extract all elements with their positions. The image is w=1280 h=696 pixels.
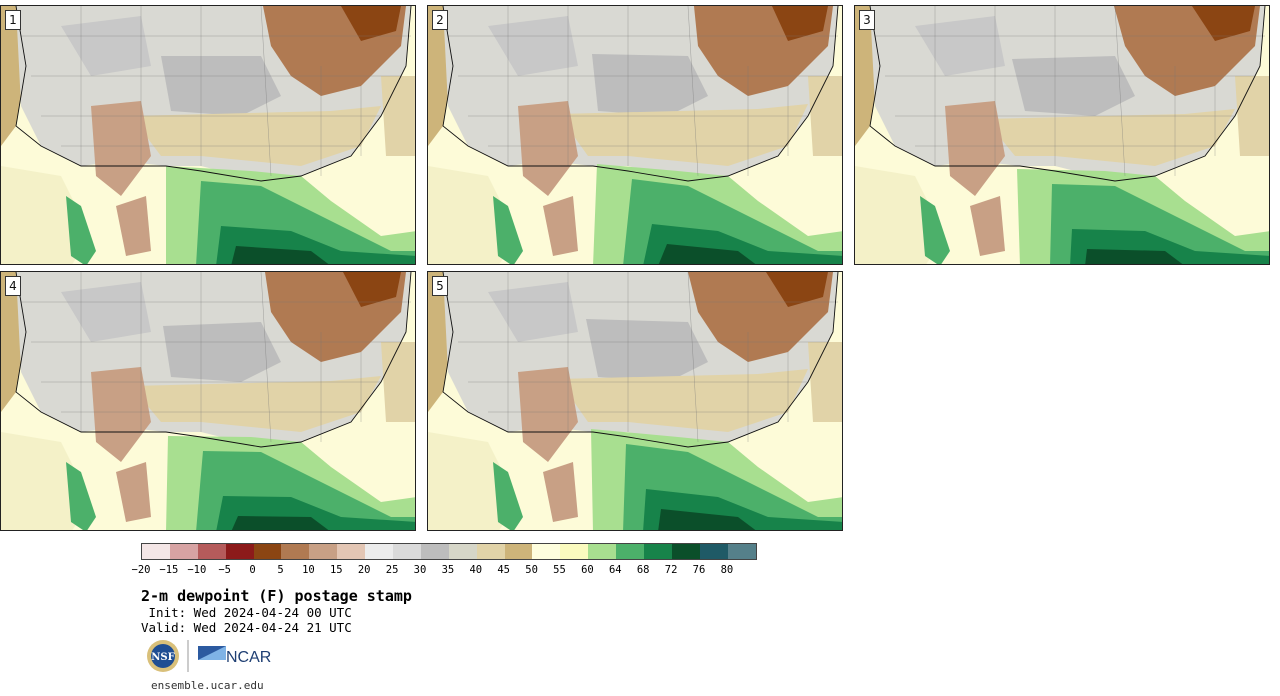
colorbar-tick-label: 80: [720, 564, 734, 576]
colorbar-swatch: [420, 544, 449, 559]
website-url: ensemble.ucar.edu: [151, 679, 264, 692]
colorbar-tick-label: 72: [664, 564, 678, 576]
colorbar-tick-label: 40: [469, 564, 483, 576]
colorbar-swatch: [225, 544, 254, 559]
colorbar-tick-label: 76: [692, 564, 706, 576]
colorbar-swatch: [448, 544, 477, 559]
colorbar-tick-label: 20: [357, 564, 371, 576]
map-panel-2: 2: [427, 5, 843, 265]
colorbar-tick-label: 0: [249, 564, 256, 576]
chart-title: 2-m dewpoint (F) postage stamp: [141, 587, 412, 605]
colorbar-swatch: [476, 544, 505, 559]
dewpoint-map-2: [428, 6, 842, 264]
colorbar-swatch: [253, 544, 282, 559]
colorbar-tick-label: 30: [413, 564, 427, 576]
colorbar-tick-label: 64: [608, 564, 622, 576]
colorbar-swatch: [281, 544, 310, 559]
colorbar-swatch: [365, 544, 394, 559]
dewpoint-map-3: [855, 6, 1269, 264]
panel-number: 5: [432, 276, 448, 296]
colorbar-swatch: [142, 544, 170, 559]
colorbar-swatch: [169, 544, 198, 559]
colorbar-tick-labels: −20 −15 −10 −5 0 5 10 15 20 25 30 35 40 45 50 55 60 64 68 7…: [132, 564, 761, 578]
colorbar-tick-label: 10: [302, 564, 315, 576]
dewpoint-map-5: [428, 272, 842, 530]
colorbar-swatch: [644, 544, 672, 559]
ncar-logo: NCAR: [198, 646, 271, 666]
colorbar-tick-label: 68: [636, 564, 650, 576]
colorbar-swatch: [616, 544, 645, 559]
svg-text:NSF: NSF: [151, 652, 174, 663]
colorbar-swatch: [337, 544, 366, 559]
colorbar-swatch: [197, 544, 226, 559]
colorbar-tick-label: 55: [553, 564, 566, 576]
valid-time: Valid: Wed 2024-04-24 21 UTC: [141, 620, 352, 635]
colorbar-tick-label: 25: [385, 564, 399, 576]
colorbar-tick-label: 50: [525, 564, 538, 576]
colorbar-tick-label: 45: [497, 564, 511, 576]
colorbar-swatch: [309, 544, 338, 559]
colorbar-tick-label: −20: [131, 564, 151, 576]
panel-number: 2: [432, 10, 448, 30]
logos: NSF NCAR: [146, 638, 276, 676]
colorbar-swatch: [671, 544, 700, 559]
colorbar-swatch: [393, 544, 421, 559]
map-panel-1: 1: [0, 5, 416, 265]
map-panel-4: 4: [0, 271, 416, 531]
panel-number: 4: [5, 276, 21, 296]
colorbar-tick-label: 35: [441, 564, 455, 576]
colorbar-swatch: [560, 544, 589, 559]
colorbar-swatch: [699, 544, 728, 559]
colorbar-tick-label: 5: [277, 564, 284, 576]
dewpoint-colorbar: [141, 543, 757, 560]
colorbar-tick-label: −10: [187, 564, 207, 576]
nsf-logo: NSF: [147, 640, 179, 672]
map-panel-5: 5: [427, 271, 843, 531]
colorbar-tick-label: −15: [159, 564, 179, 576]
colorbar-tick-label: 15: [329, 564, 343, 576]
svg-text:NCAR: NCAR: [226, 649, 271, 666]
colorbar-swatch: [588, 544, 617, 559]
colorbar-swatch: [504, 544, 533, 559]
colorbar-tick-label: −5: [218, 564, 232, 576]
dewpoint-map-4: [1, 272, 415, 530]
panel-number: 1: [5, 10, 21, 30]
colorbar-swatch: [727, 544, 756, 559]
dewpoint-map-1: [1, 6, 415, 264]
panel-number: 3: [859, 10, 875, 30]
colorbar-swatch: [532, 544, 561, 559]
init-time: Init: Wed 2024-04-24 00 UTC: [141, 605, 352, 620]
map-panel-3: 3: [854, 5, 1270, 265]
colorbar-tick-label: 60: [581, 564, 594, 576]
